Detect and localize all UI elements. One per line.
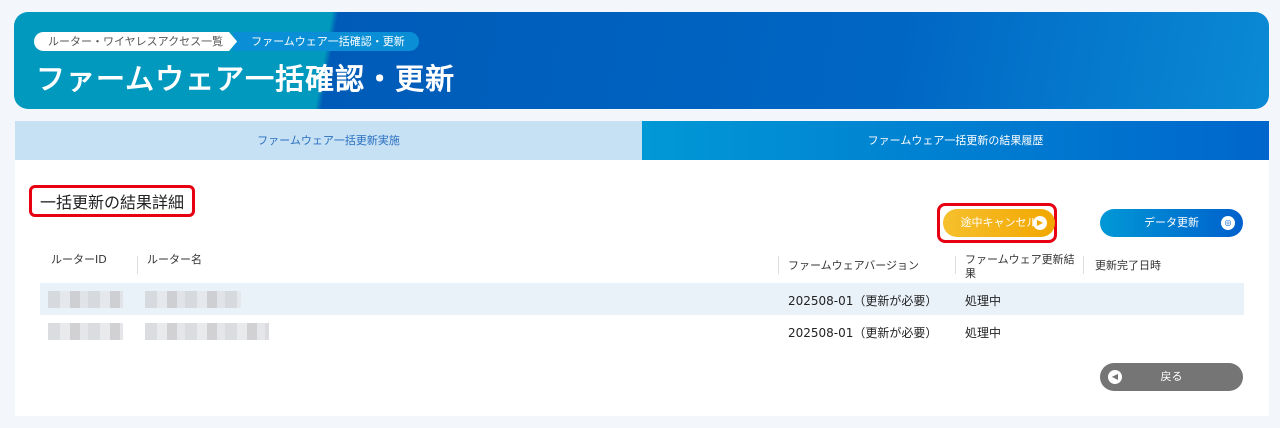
divider [778,256,779,274]
col-router-name: ルーター名 [147,253,202,266]
col-router-id: ルーターID [51,253,107,266]
cancel-label: 途中キャンセル [960,217,1038,229]
router-name-blurred [145,323,269,340]
back-arrow-icon: ◀ [1108,370,1122,384]
router-id-blurred [48,291,123,308]
breadcrumb-router-list[interactable]: ルーター・ワイヤレスアクセス一覧 [34,32,238,51]
page-header: ルーター・ワイヤレスアクセス一覧 ファームウェア一括確認・更新 ファームウェア一… [14,12,1269,109]
update-result: 処理中 [965,326,1002,340]
firmware-version: 202508-01（更新が必要） [788,326,938,340]
content-panel: ファームウェア一括更新実施 ファームウェア一括更新の結果履歴 一括更新の結果詳細… [15,121,1269,416]
table-row[interactable]: 202508-01（更新が必要） 処理中 [40,315,1244,347]
back-button[interactable]: ◀ 戻る [1100,363,1243,391]
play-icon: ▶ [1033,216,1047,230]
tab-result-history[interactable]: ファームウェア一括更新の結果履歴 [642,121,1269,160]
table-row[interactable]: 202508-01（更新が必要） 処理中 [40,283,1244,315]
cancel-button[interactable]: 途中キャンセル ▶ [943,209,1055,237]
highlight-box [937,203,1057,243]
router-name-blurred [145,291,241,308]
divider [1083,256,1084,274]
col-update-result: ファームウェア更新結果 [965,253,1075,280]
col-completed-at: 更新完了日時 [1095,259,1161,272]
page-title: ファームウェア一括確認・更新 [36,62,456,96]
tab-bulk-update[interactable]: ファームウェア一括更新実施 [15,121,642,160]
firmware-version: 202508-01（更新が必要） [788,294,938,308]
divider [137,256,138,274]
back-label: 戻る [1160,371,1183,383]
breadcrumb: ルーター・ワイヤレスアクセス一覧 ファームウェア一括確認・更新 [34,32,419,51]
breadcrumb-current: ファームウェア一括確認・更新 [233,32,419,51]
refresh-button[interactable]: データ更新 ◎ [1100,209,1243,237]
col-firmware-version: ファームウェアバージョン [788,259,920,272]
divider [955,256,956,274]
section-title: 一括更新の結果詳細 [29,185,196,217]
refresh-label: データ更新 [1144,217,1199,229]
refresh-icon: ◎ [1221,216,1235,230]
router-id-blurred [48,323,123,340]
update-result: 処理中 [965,294,1002,308]
